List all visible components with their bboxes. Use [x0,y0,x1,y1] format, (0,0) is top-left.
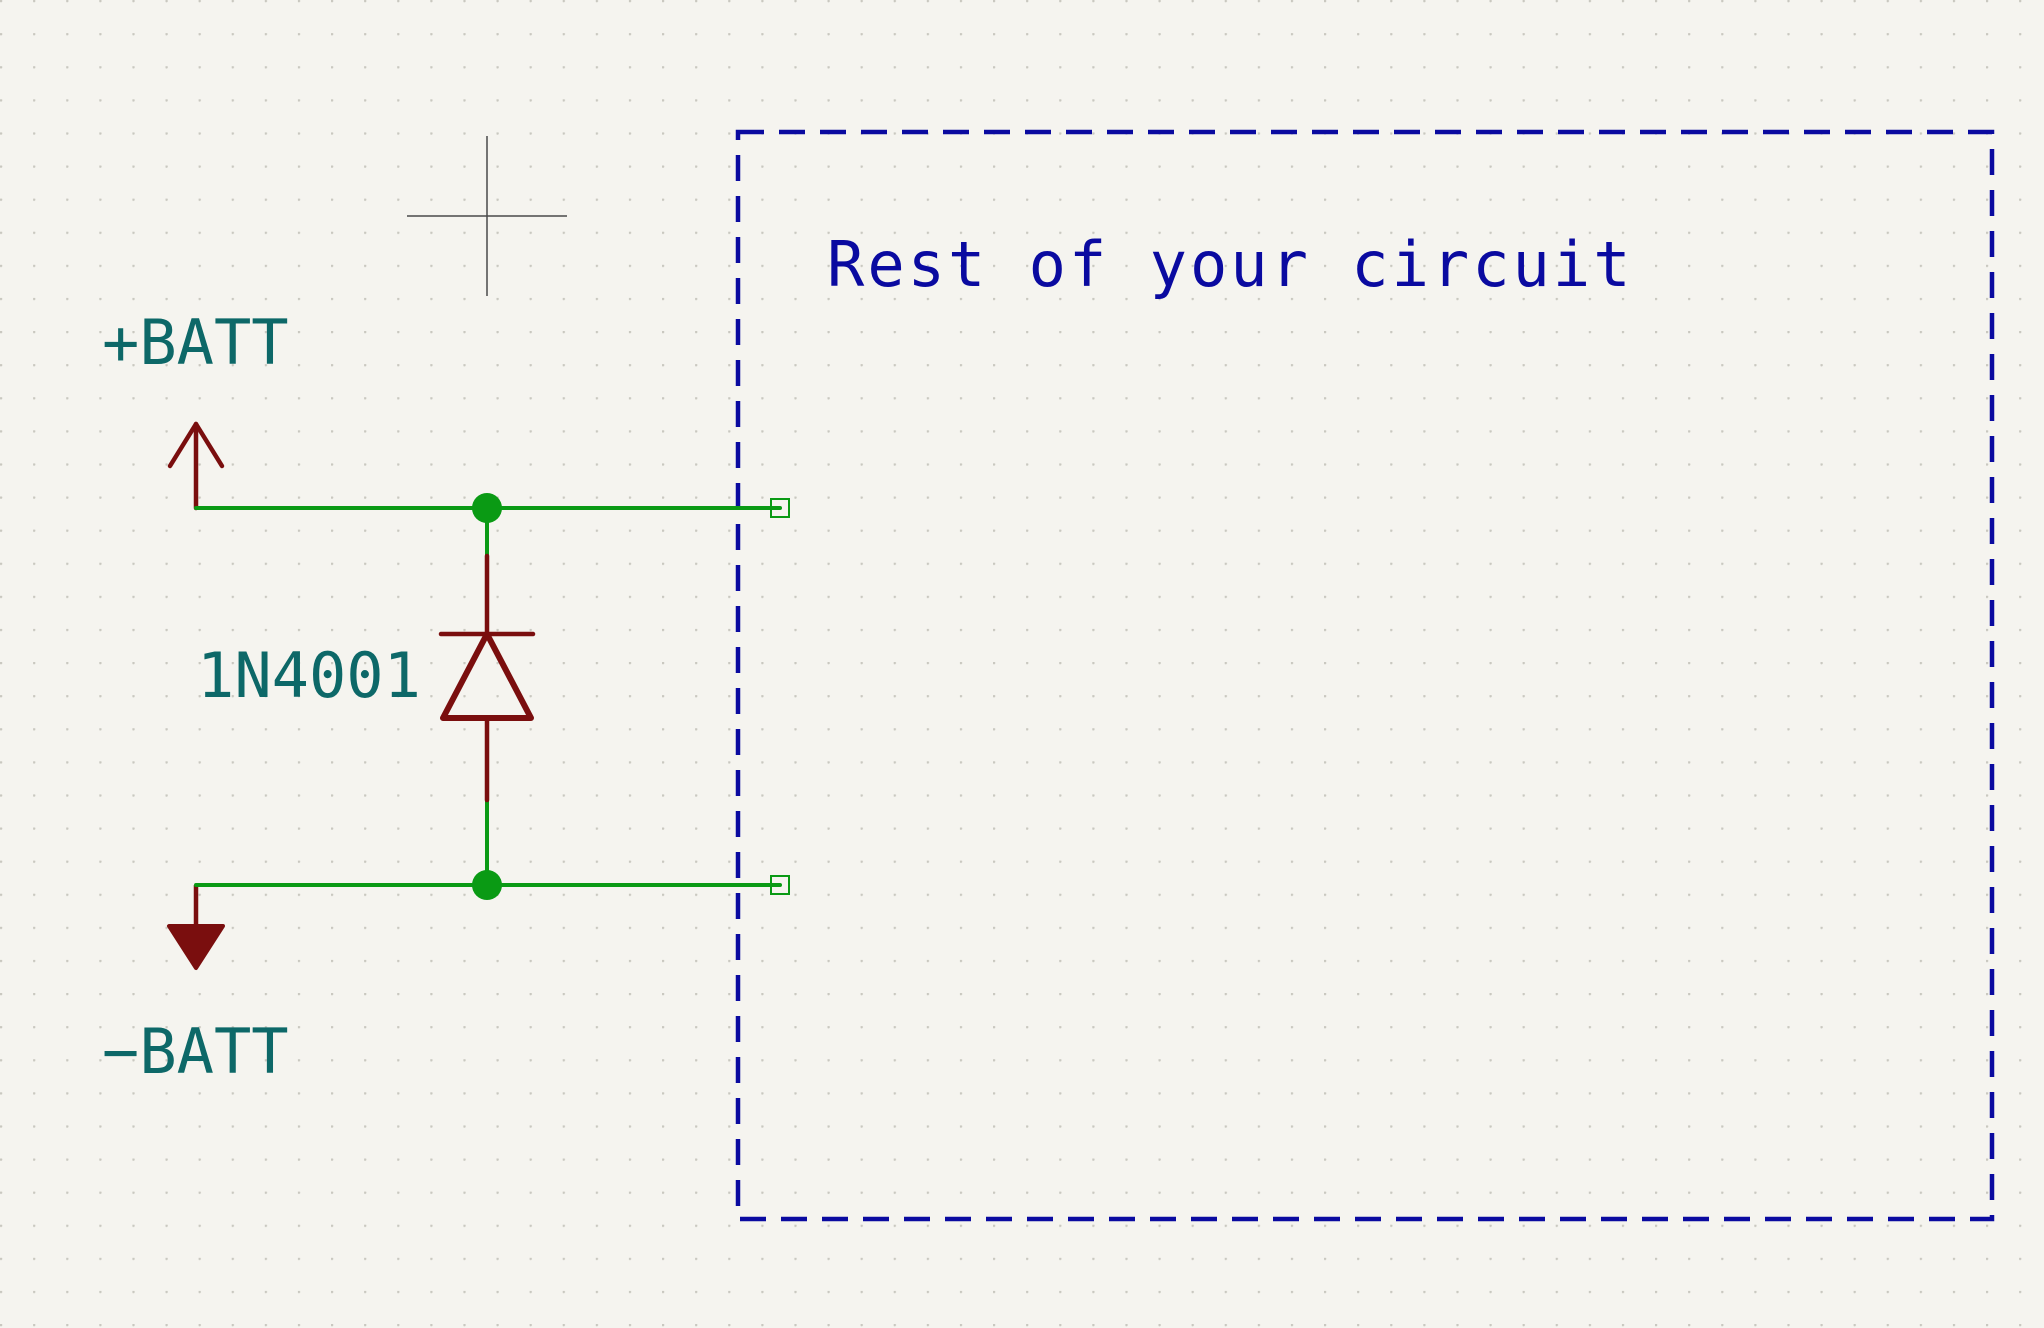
circuit-box-label: Rest of your circuit [827,228,1634,301]
circuit-box-outline[interactable] [735,129,1995,1222]
power-positive-label: +BATT [102,306,289,379]
power-negative-symbol[interactable]: −BATT [102,885,289,1088]
power-negative-label: −BATT [102,1015,289,1088]
diode-symbol[interactable]: 1N4001 [197,553,536,803]
junction-top[interactable] [472,493,502,523]
ground-triangle-icon [167,885,225,970]
diode-triangle-icon [440,631,534,721]
crosshair-cursor-icon [407,136,567,296]
power-arrow-up-icon [167,421,225,511]
diode-value-label: 1N4001 [197,639,421,712]
wire-end-top[interactable] [770,498,790,518]
wire-end-bottom[interactable] [770,875,790,895]
power-positive-symbol[interactable]: +BATT [102,306,289,511]
junction-bottom[interactable] [472,870,502,900]
